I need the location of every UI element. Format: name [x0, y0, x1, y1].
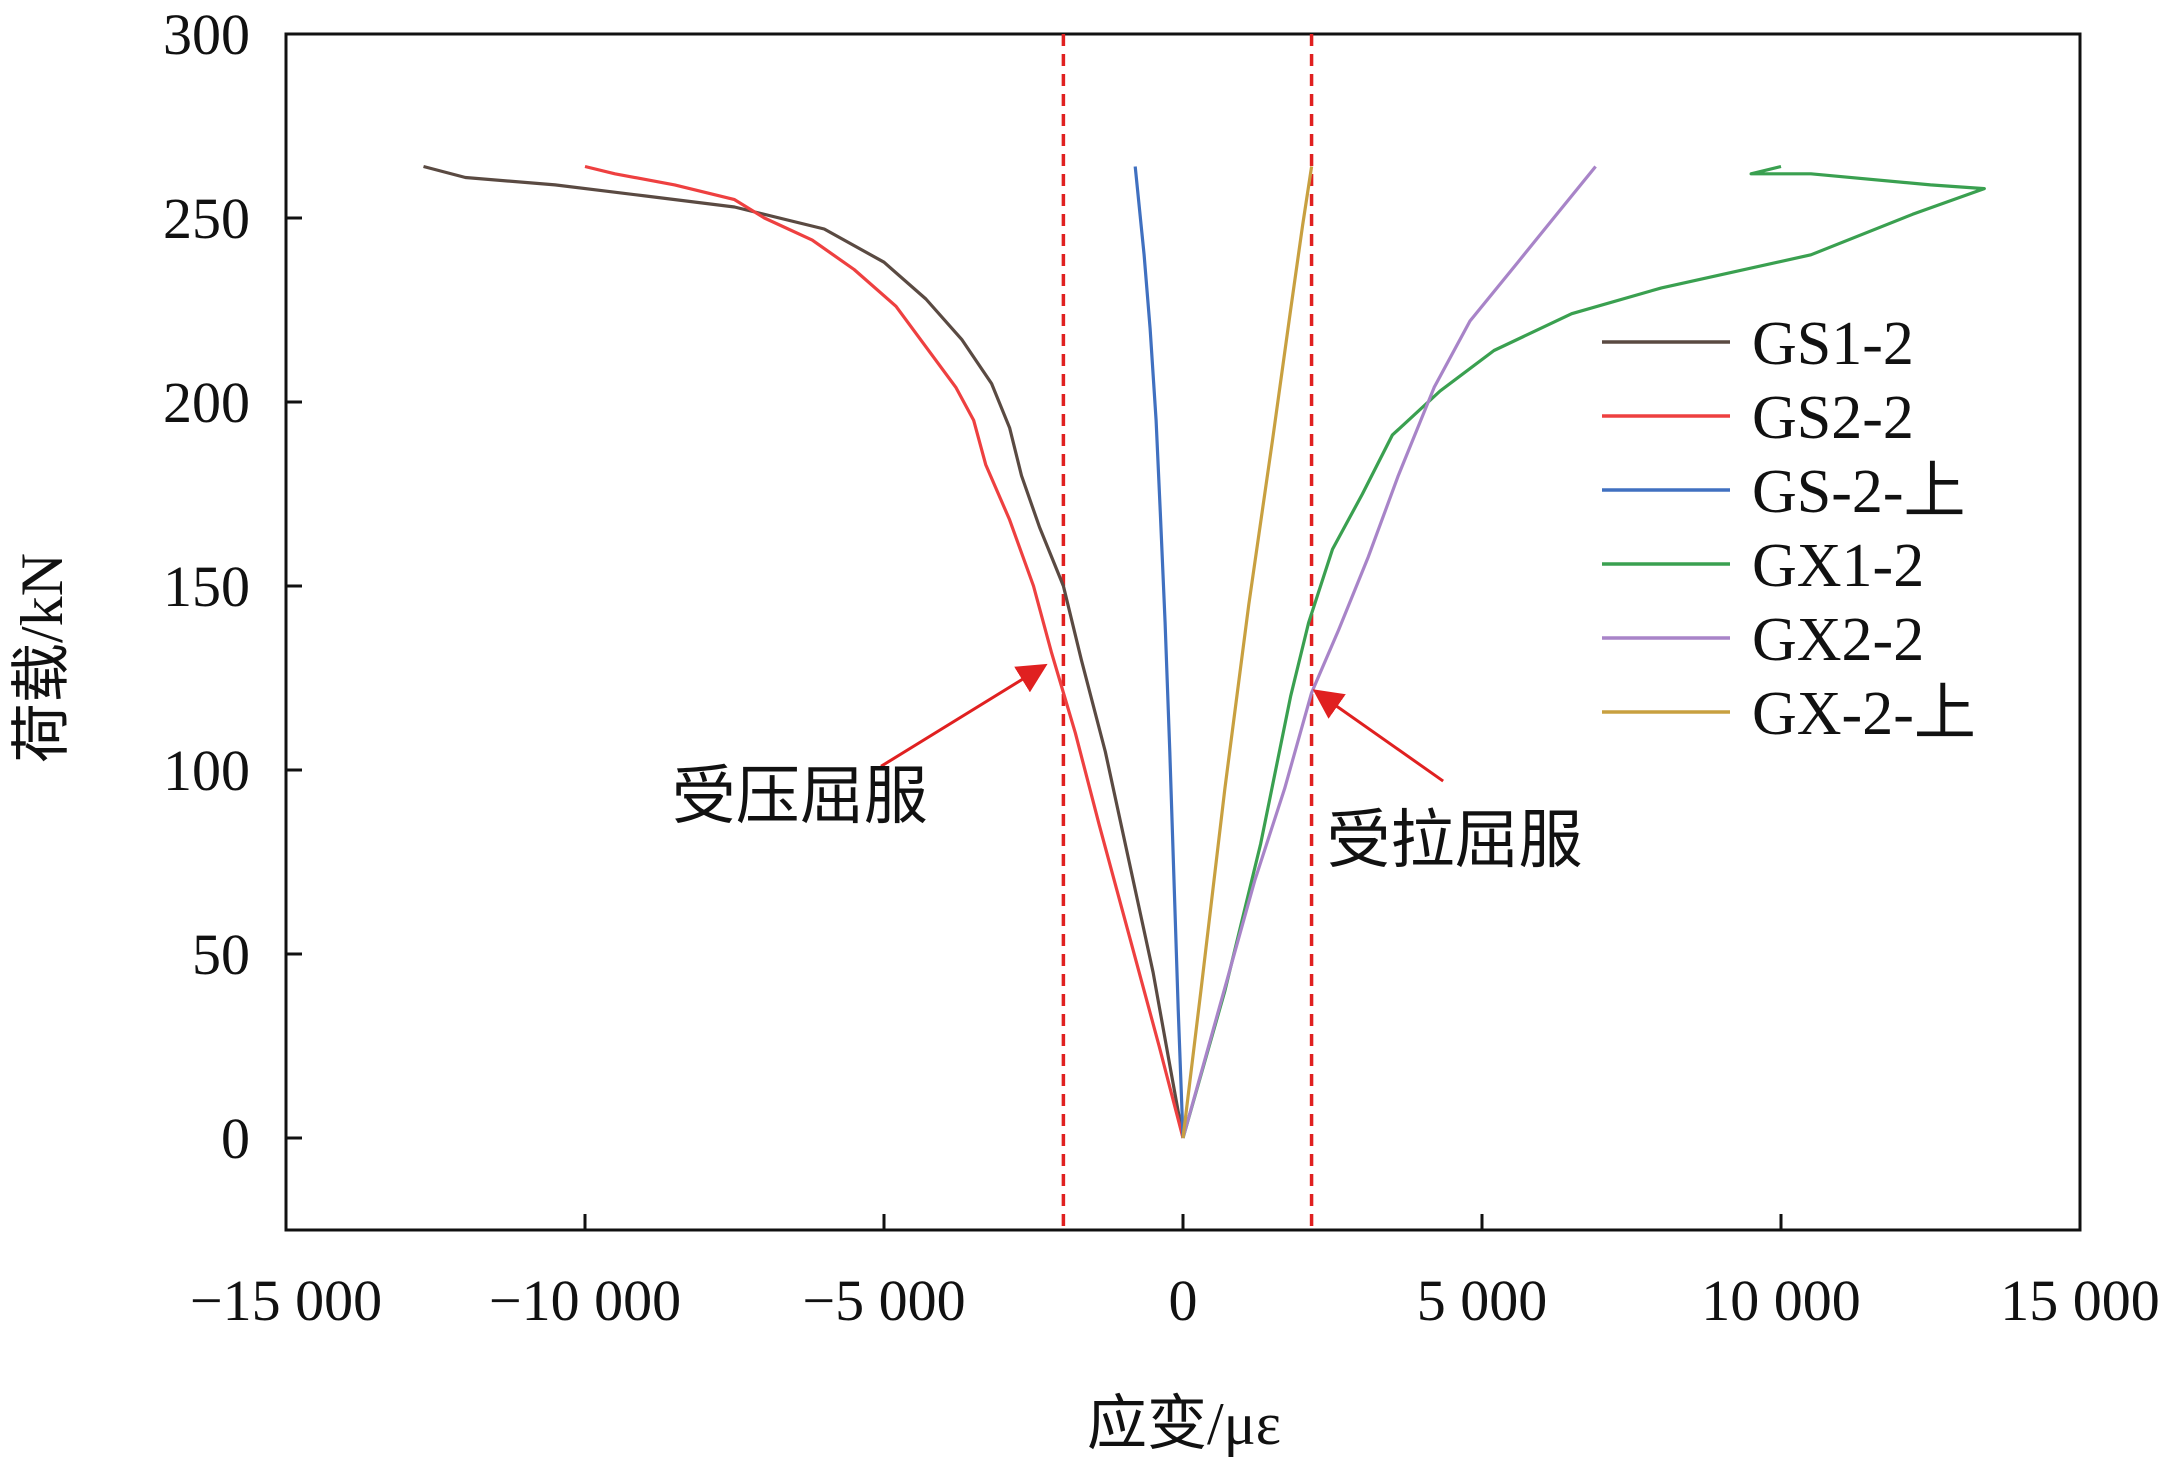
y-tick-label: 0 [221, 1106, 250, 1171]
y-axis-title: 荷载/kN [9, 553, 75, 763]
x-tick-label: 10 000 [1701, 1268, 1861, 1333]
series-line-gs2-2 [584, 164, 1185, 1139]
legend-label: GS2-2 [1752, 384, 1914, 452]
annotation-arrow [880, 663, 1048, 768]
y-tick-label: 100 [163, 738, 250, 803]
y-tick-label: 250 [163, 186, 250, 251]
legend-label: GX-2-上 [1752, 680, 1976, 748]
x-tick-label: −5 000 [802, 1268, 965, 1333]
legend-label: GS1-2 [1752, 310, 1914, 378]
series-line-gs1-2 [423, 164, 1185, 1139]
series-line-gx2-2 [1181, 165, 1597, 1139]
legend-label: GX2-2 [1752, 606, 1924, 674]
annotation-label: 受压屈服 [672, 761, 928, 832]
y-tick-label: 150 [163, 554, 250, 619]
y-tick-label: 200 [163, 370, 250, 435]
x-tick-label: 5 000 [1417, 1268, 1548, 1333]
legend-label: GS-2-上 [1752, 458, 1966, 526]
series-line-gs-2- [1133, 166, 1185, 1139]
series-line-gx1-2 [1181, 164, 1986, 1139]
y-tick-label: 300 [163, 2, 250, 67]
x-tick-label: 15 000 [2000, 1268, 2160, 1333]
annotation-label: 受拉屈服 [1327, 805, 1583, 876]
series-line-gx-2- [1181, 166, 1314, 1139]
x-tick-label: 0 [1169, 1268, 1198, 1333]
y-tick-label: 50 [192, 922, 250, 987]
x-tick-label: −15 000 [190, 1268, 382, 1333]
x-tick-label: −10 000 [489, 1268, 681, 1333]
legend-label: GX1-2 [1752, 532, 1924, 600]
annotation-arrow [1312, 689, 1444, 783]
x-axis-title: 应变/με [1087, 1391, 1281, 1457]
